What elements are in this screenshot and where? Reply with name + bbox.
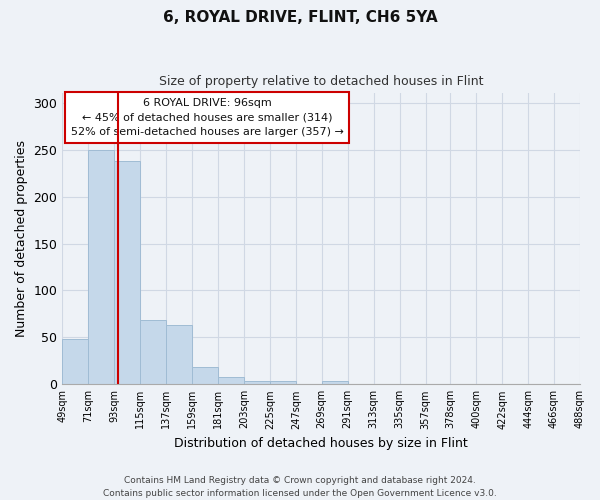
- Y-axis label: Number of detached properties: Number of detached properties: [15, 140, 28, 338]
- Bar: [62, 340, 88, 384]
- X-axis label: Distribution of detached houses by size in Flint: Distribution of detached houses by size …: [174, 437, 468, 450]
- Title: Size of property relative to detached houses in Flint: Size of property relative to detached ho…: [159, 75, 484, 88]
- Bar: [244, 380, 270, 384]
- Bar: [114, 161, 140, 384]
- Bar: [88, 150, 114, 384]
- Bar: [166, 325, 192, 384]
- Bar: [192, 368, 218, 384]
- Bar: [322, 382, 347, 384]
- Bar: [218, 377, 244, 384]
- Text: Contains HM Land Registry data © Crown copyright and database right 2024.
Contai: Contains HM Land Registry data © Crown c…: [103, 476, 497, 498]
- Text: 6, ROYAL DRIVE, FLINT, CH6 5YA: 6, ROYAL DRIVE, FLINT, CH6 5YA: [163, 10, 437, 25]
- Bar: [140, 320, 166, 384]
- Bar: [270, 382, 296, 384]
- Text: 6 ROYAL DRIVE: 96sqm
← 45% of detached houses are smaller (314)
52% of semi-deta: 6 ROYAL DRIVE: 96sqm ← 45% of detached h…: [71, 98, 344, 138]
